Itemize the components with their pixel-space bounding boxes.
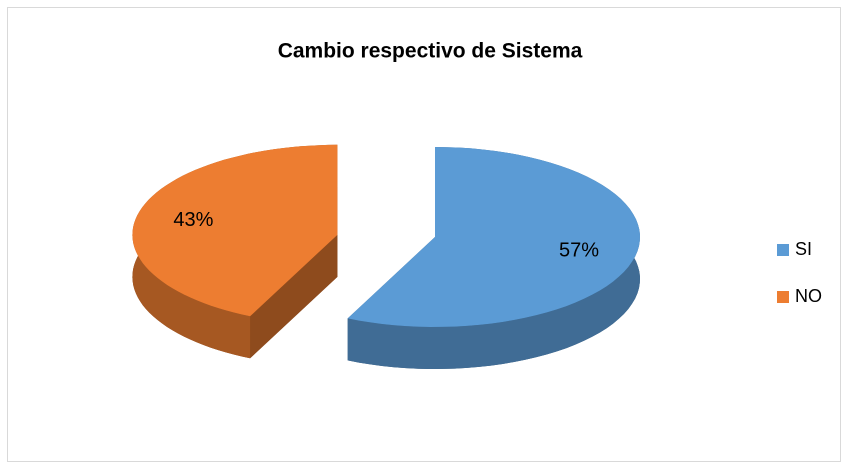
- pie: 43% 57%: [132, 144, 640, 369]
- slice: 43%: [132, 144, 338, 359]
- legend-swatch: [777, 244, 789, 256]
- legend-label: SI: [795, 239, 812, 259]
- chart-title: Cambio respectivo de Sistema: [278, 40, 583, 63]
- legend: SI NO: [777, 239, 822, 306]
- slice: 57%: [347, 147, 640, 369]
- legend-label: NO: [795, 286, 822, 306]
- slice-top: [347, 147, 640, 327]
- legend-swatch: [777, 291, 789, 303]
- slice-side: [250, 234, 338, 359]
- data-label: 57%: [559, 239, 599, 261]
- slice-top: [132, 144, 338, 317]
- data-label: 43%: [173, 209, 213, 231]
